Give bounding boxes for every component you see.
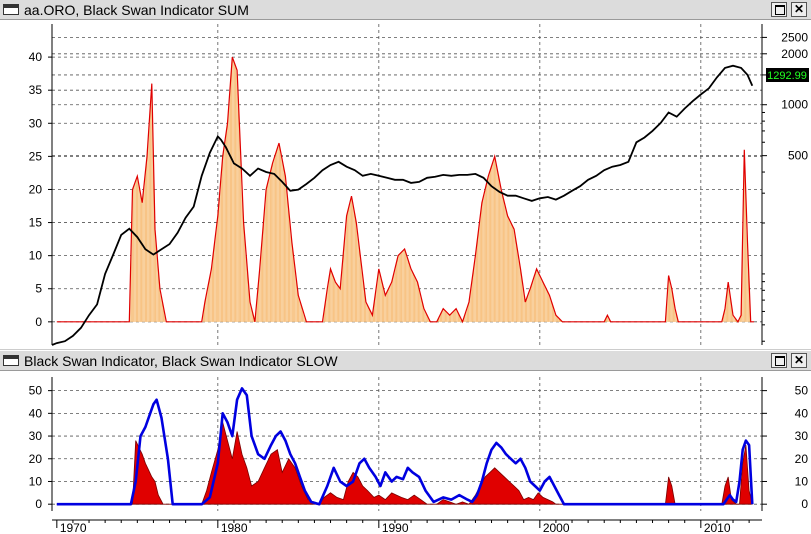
y-tick-label-right: 20: [795, 452, 809, 466]
top-chart: 05101520253035405001000150020002500 1292…: [0, 24, 811, 350]
price-line: [51, 64, 754, 346]
y-tick-label-left: 35: [29, 83, 43, 97]
slow-line: [56, 387, 754, 506]
x-tick-label: 1990: [382, 521, 409, 534]
last-price-label-text: 1292.99: [767, 70, 807, 82]
y-tick-label-left: 40: [29, 50, 43, 64]
y-tick-label-right: 500: [788, 149, 808, 163]
y-tick-label-left: 0: [35, 315, 42, 329]
bottom-chart: 0 10 20 30 40 50 0 10 20 30 40 50 1970 1980 1990 2000 20…: [29, 377, 809, 534]
y-tick-label-right: 2000: [781, 47, 808, 61]
bottom-chart-grid: [52, 377, 762, 511]
y-tick-label-left: 0: [35, 497, 42, 511]
maximize-button[interactable]: [771, 353, 787, 368]
top-panel-titlebar: aa.ORO, Black Swan Indicator SUM ✕: [0, 0, 811, 20]
y-tick-label-left: 5: [35, 282, 42, 296]
close-button[interactable]: ✕: [791, 353, 807, 368]
price-series: [51, 64, 754, 346]
y-tick-label-right: 2500: [781, 30, 808, 44]
y-tick-label-left: 20: [29, 182, 43, 196]
y-tick-label-left: 30: [29, 429, 43, 443]
x-tick-label: 1970: [60, 521, 87, 534]
bottom-chart-axes: 0 10 20 30 40 50 0 10 20 30 40 50 1970 1980 1990 2000 20…: [29, 377, 809, 534]
y-tick-label-left: 25: [29, 149, 43, 163]
y-tick-label-left: 40: [29, 406, 43, 420]
y-tick-label-left: 30: [29, 116, 43, 130]
x-tick-label: 2010: [704, 521, 731, 534]
x-tick-label: 2000: [543, 521, 570, 534]
sum-series: [56, 56, 755, 324]
maximize-button[interactable]: [771, 2, 787, 17]
fast-series: [56, 422, 753, 505]
y-tick-label-left: 50: [29, 384, 43, 398]
y-tick-label-right: 30: [795, 429, 809, 443]
slow-series: [56, 387, 754, 506]
y-tick-label-right: 10: [795, 474, 809, 488]
y-tick-label-right: 1000: [781, 98, 808, 112]
y-tick-label-right: 0: [801, 497, 808, 511]
sum-line: [56, 56, 754, 324]
last-price-label: 1292.99: [766, 68, 809, 82]
window-icon: [3, 355, 19, 366]
last-price-label-bg: [766, 68, 809, 82]
bottom-panel-title: Black Swan Indicator, Black Swan Indicat…: [24, 353, 338, 369]
y-tick-label-left: 10: [29, 474, 43, 488]
top-panel-title: aa.ORO, Black Swan Indicator SUM: [24, 2, 249, 18]
fast-area: [56, 422, 753, 505]
y-tick-label-left: 15: [29, 216, 43, 230]
y-tick-label-right: 40: [795, 406, 809, 420]
close-button[interactable]: ✕: [791, 2, 807, 17]
y-tick-label-left: 10: [29, 249, 43, 263]
x-tick-label: 1980: [221, 521, 248, 534]
y-tick-label-right: 50: [795, 384, 809, 398]
y-tick-label-left: 20: [29, 452, 43, 466]
window-icon: [3, 4, 19, 15]
bottom-panel-titlebar: Black Swan Indicator, Black Swan Indicat…: [0, 351, 811, 371]
